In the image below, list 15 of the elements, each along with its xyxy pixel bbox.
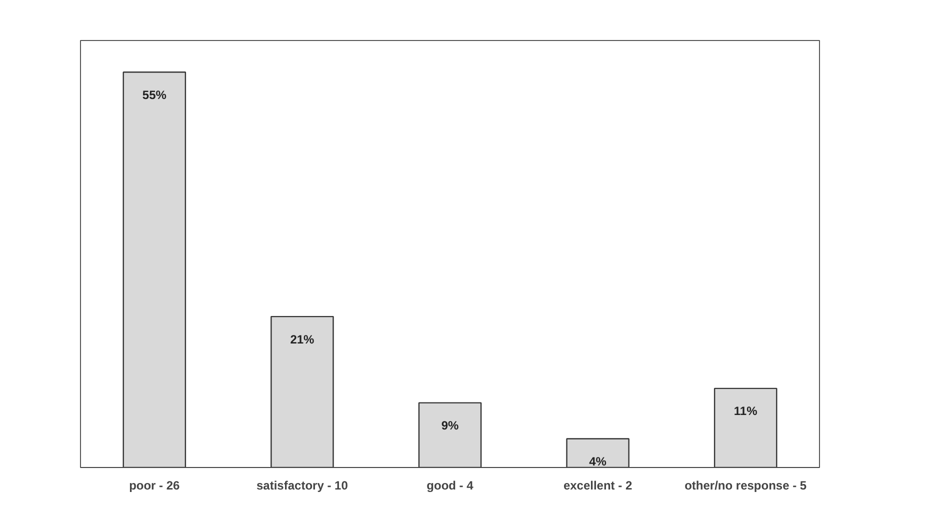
- x-tick-label: poor - 26: [129, 478, 180, 492]
- bar: [714, 388, 778, 468]
- bar: [418, 402, 482, 468]
- x-tick-label: excellent - 2: [563, 478, 632, 492]
- bar: [122, 72, 186, 468]
- bar: [566, 438, 630, 468]
- data-label: 11%: [734, 404, 758, 418]
- bar: [270, 316, 334, 468]
- data-label: 9%: [441, 418, 459, 433]
- x-tick-label: satisfactory - 10: [256, 478, 348, 492]
- data-label: 21%: [290, 332, 315, 346]
- data-label: 4%: [589, 454, 607, 469]
- data-label: 55%: [142, 88, 167, 102]
- x-tick-label: other/no response - 5: [684, 478, 807, 492]
- x-tick-label: good - 4: [426, 478, 474, 492]
